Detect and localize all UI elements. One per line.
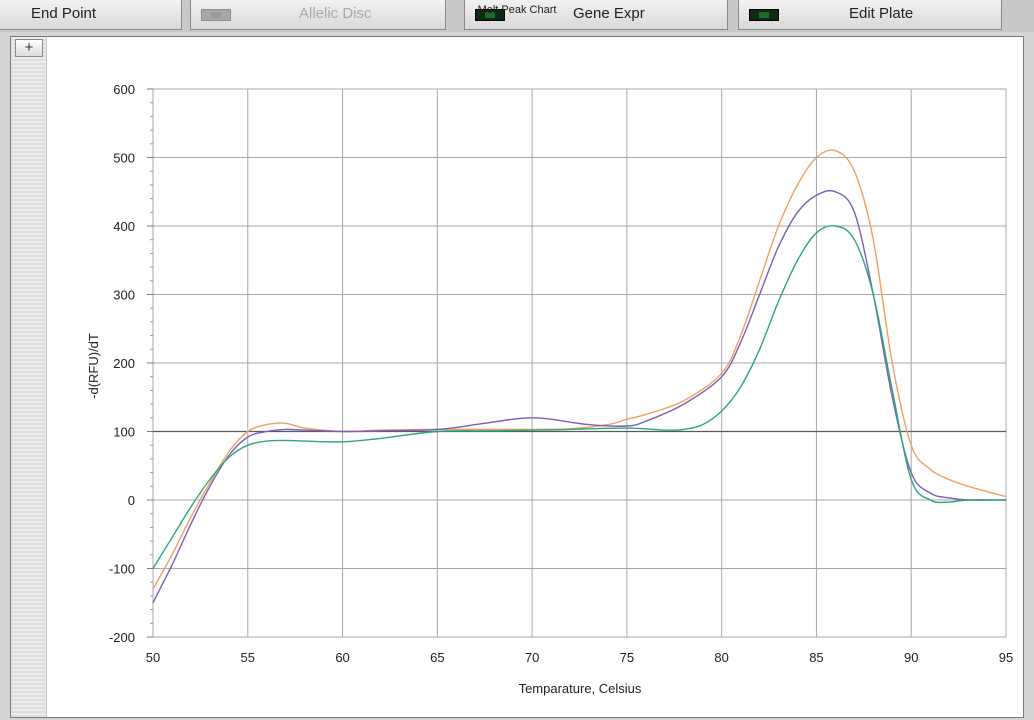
x-axis-label: Temparature, Celsius	[519, 681, 642, 696]
series-lines	[152, 149, 1007, 604]
y-tick-label: -200	[109, 630, 135, 645]
grid-lines	[147, 88, 1007, 638]
gene-expr-indicator-icon	[475, 9, 505, 21]
edit-plate-button[interactable]: Edit Plate	[738, 0, 1002, 30]
series-line-1	[152, 149, 1007, 590]
end-point-label: End Point	[31, 5, 97, 22]
y-tick-label: 500	[113, 151, 135, 166]
panel-sidebar: +	[11, 37, 47, 717]
y-tick-label: -100	[109, 562, 135, 577]
x-tick-labels: 50 55 60 65 70 75 80 85 90 95	[146, 650, 1013, 665]
y-tick-label: 0	[128, 493, 135, 508]
y-tick-label: 400	[113, 219, 135, 234]
series-line-2	[152, 189, 1007, 604]
allelic-disc-button[interactable]: Allelic Disc	[190, 0, 446, 30]
chart-title: Melt Peak Chart	[477, 4, 557, 16]
y-tick-label: 100	[113, 425, 135, 440]
gene-expr-button[interactable]: Gene Expr	[464, 0, 728, 30]
end-point-button[interactable]: End Point	[0, 0, 182, 30]
y-tick-label: 300	[113, 288, 135, 303]
view-toolbar: End Point Allelic Disc Gene Expr Edit Pl…	[0, 0, 1034, 32]
x-tick-label: 55	[241, 650, 255, 665]
x-tick-label: 60	[335, 650, 349, 665]
chart-panel: +	[10, 36, 1024, 718]
y-axis-label: -d(RFU)/dT	[86, 333, 101, 399]
x-tick-label: 70	[525, 650, 539, 665]
x-tick-label: 95	[999, 650, 1013, 665]
x-tick-label: 85	[809, 650, 823, 665]
x-tick-label: 65	[430, 650, 444, 665]
gene-expr-label: Gene Expr	[573, 5, 645, 22]
x-tick-label: 90	[904, 650, 918, 665]
x-tick-label: 75	[620, 650, 634, 665]
x-tick-label: 50	[146, 650, 160, 665]
series-line-3	[152, 225, 1007, 569]
edit-plate-indicator-icon	[749, 9, 779, 21]
allelic-disc-indicator-icon	[201, 9, 231, 21]
allelic-disc-label: Allelic Disc	[299, 5, 372, 22]
y-tick-label: 200	[113, 356, 135, 371]
edit-plate-label: Edit Plate	[849, 5, 914, 22]
expand-plus-icon[interactable]: +	[15, 39, 43, 57]
x-tick-label: 80	[714, 650, 728, 665]
y-tick-label: 600	[113, 82, 135, 97]
y-tick-labels: -200 -100 0 100 200 300 400 500 600	[109, 82, 135, 645]
